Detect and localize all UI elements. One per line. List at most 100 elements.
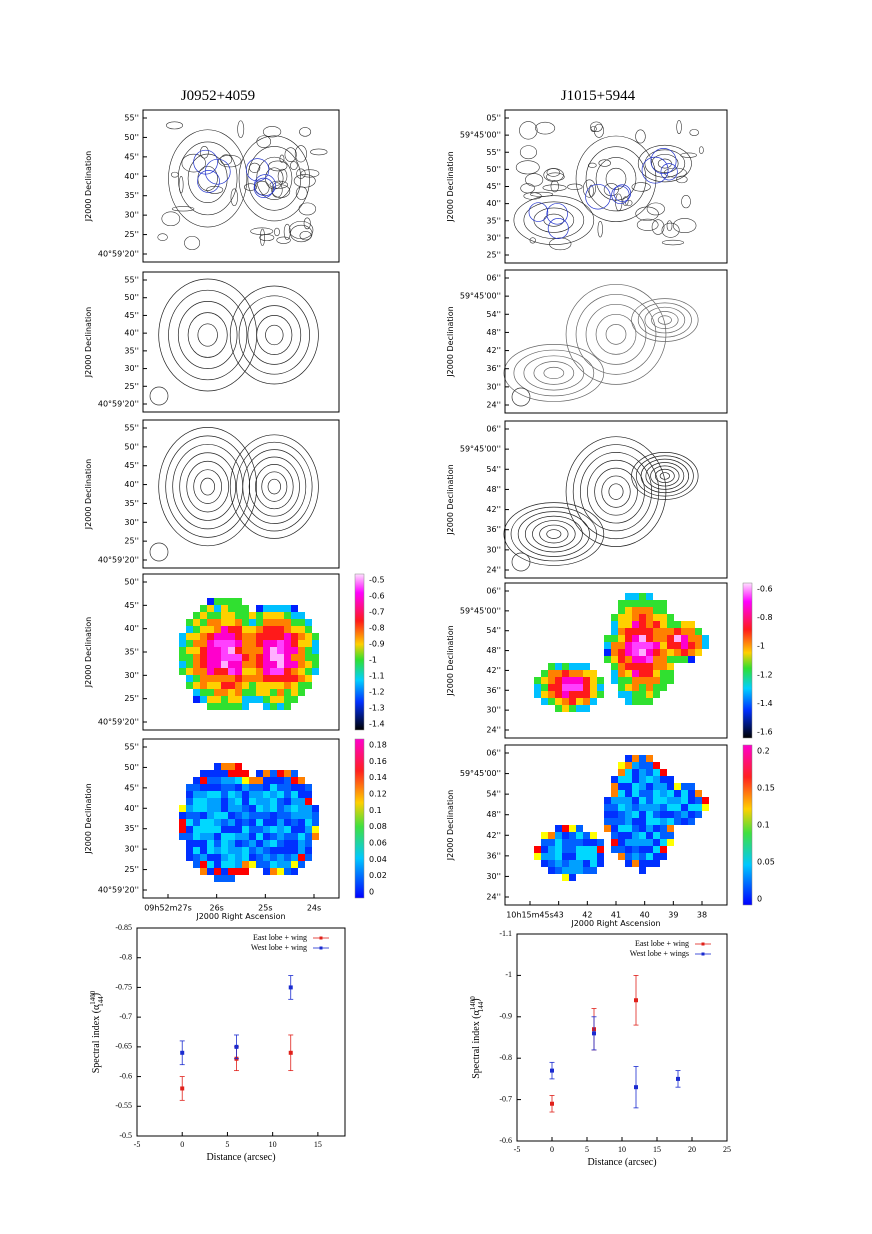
pixel [263,777,270,784]
pixel [270,668,277,675]
pixel [646,621,653,628]
pixel [256,661,263,668]
pixel [284,840,291,847]
pixel [611,790,618,797]
pixel [653,600,660,607]
pixel [277,675,284,682]
pixel [604,818,611,825]
pixel [604,811,611,818]
sky-panel [504,109,728,264]
contour [608,483,624,500]
pixel [256,826,263,833]
pixel [618,670,625,677]
pixel [639,635,646,642]
y-tick-label: 45'' [124,601,139,610]
pixel [263,661,270,668]
pixel [228,826,235,833]
y-tick-label: 48'' [486,810,501,819]
pixel [200,647,207,654]
pixel [291,640,298,647]
pixel [611,832,618,839]
contour [298,202,317,216]
contour [199,146,209,159]
pixel [221,626,228,633]
pixel [207,798,214,805]
pixel [674,811,681,818]
pixel [625,670,632,677]
pixel [207,840,214,847]
pixel [618,677,625,684]
pixel [632,656,639,663]
sky-panel [142,419,340,569]
pixel [193,682,200,689]
pixel [200,826,207,833]
pixel [562,860,569,867]
pixel [695,804,702,811]
pixel [590,832,597,839]
y-label-sub: 144 [97,996,105,1007]
pixel [270,833,277,840]
y-tick-label: 54'' [486,790,501,799]
pixel [548,677,555,684]
pixel [646,755,653,762]
y-label-sup: 1400 [469,996,477,1011]
pixel [249,619,256,626]
pixel [590,670,597,677]
pixel [263,847,270,854]
contour [300,169,320,178]
contour-blue [641,156,669,184]
y-axis-label: J2000 Declination [84,151,93,222]
pixel [186,805,193,812]
y-tick-label: 35'' [124,824,139,833]
pixel [200,633,207,640]
colorbar-tick-label: 0.14 [369,773,387,782]
pixel [263,647,270,654]
pixel [291,854,298,861]
contour [168,289,248,381]
pixel [235,777,242,784]
contour [689,129,699,136]
pixel [277,798,284,805]
pixel [235,668,242,675]
y-tick-label: 36'' [486,686,501,695]
contour [206,185,224,194]
pixel [193,798,200,805]
y-tick-label: 06'' [486,587,501,596]
pixel [270,654,277,661]
pixel [681,642,688,649]
pixel [200,612,207,619]
pixel [193,689,200,696]
contour [672,218,697,234]
pixel [562,874,569,881]
legend-label: East lobe + wing [253,933,307,942]
pixel [186,661,193,668]
pixel [667,797,674,804]
pixel [667,677,674,684]
contour [529,237,536,244]
colorbar-tick-label: -1.2 [757,670,773,679]
pixel [249,854,256,861]
pixel [235,819,242,826]
y-tick-label: 42'' [486,505,501,514]
contour-blue [204,158,231,185]
y-axis-label: J2000 Declination [446,151,455,222]
colorbar-tick-label: 0.2 [757,747,770,756]
pixel [256,861,263,868]
pixel [583,691,590,698]
pixel [193,696,200,703]
pixel [242,840,249,847]
pixel [653,607,660,614]
pixel [277,682,284,689]
pixel [618,607,625,614]
pixel [639,804,646,811]
pixel [207,633,214,640]
pixel [534,684,541,691]
pixel [228,847,235,854]
pixel [681,649,688,656]
pixel [632,818,639,825]
pixel [625,818,632,825]
x-tick-label: 20 [688,1145,696,1154]
pixel [576,698,583,705]
pixel [632,811,639,818]
pixel [284,675,291,682]
